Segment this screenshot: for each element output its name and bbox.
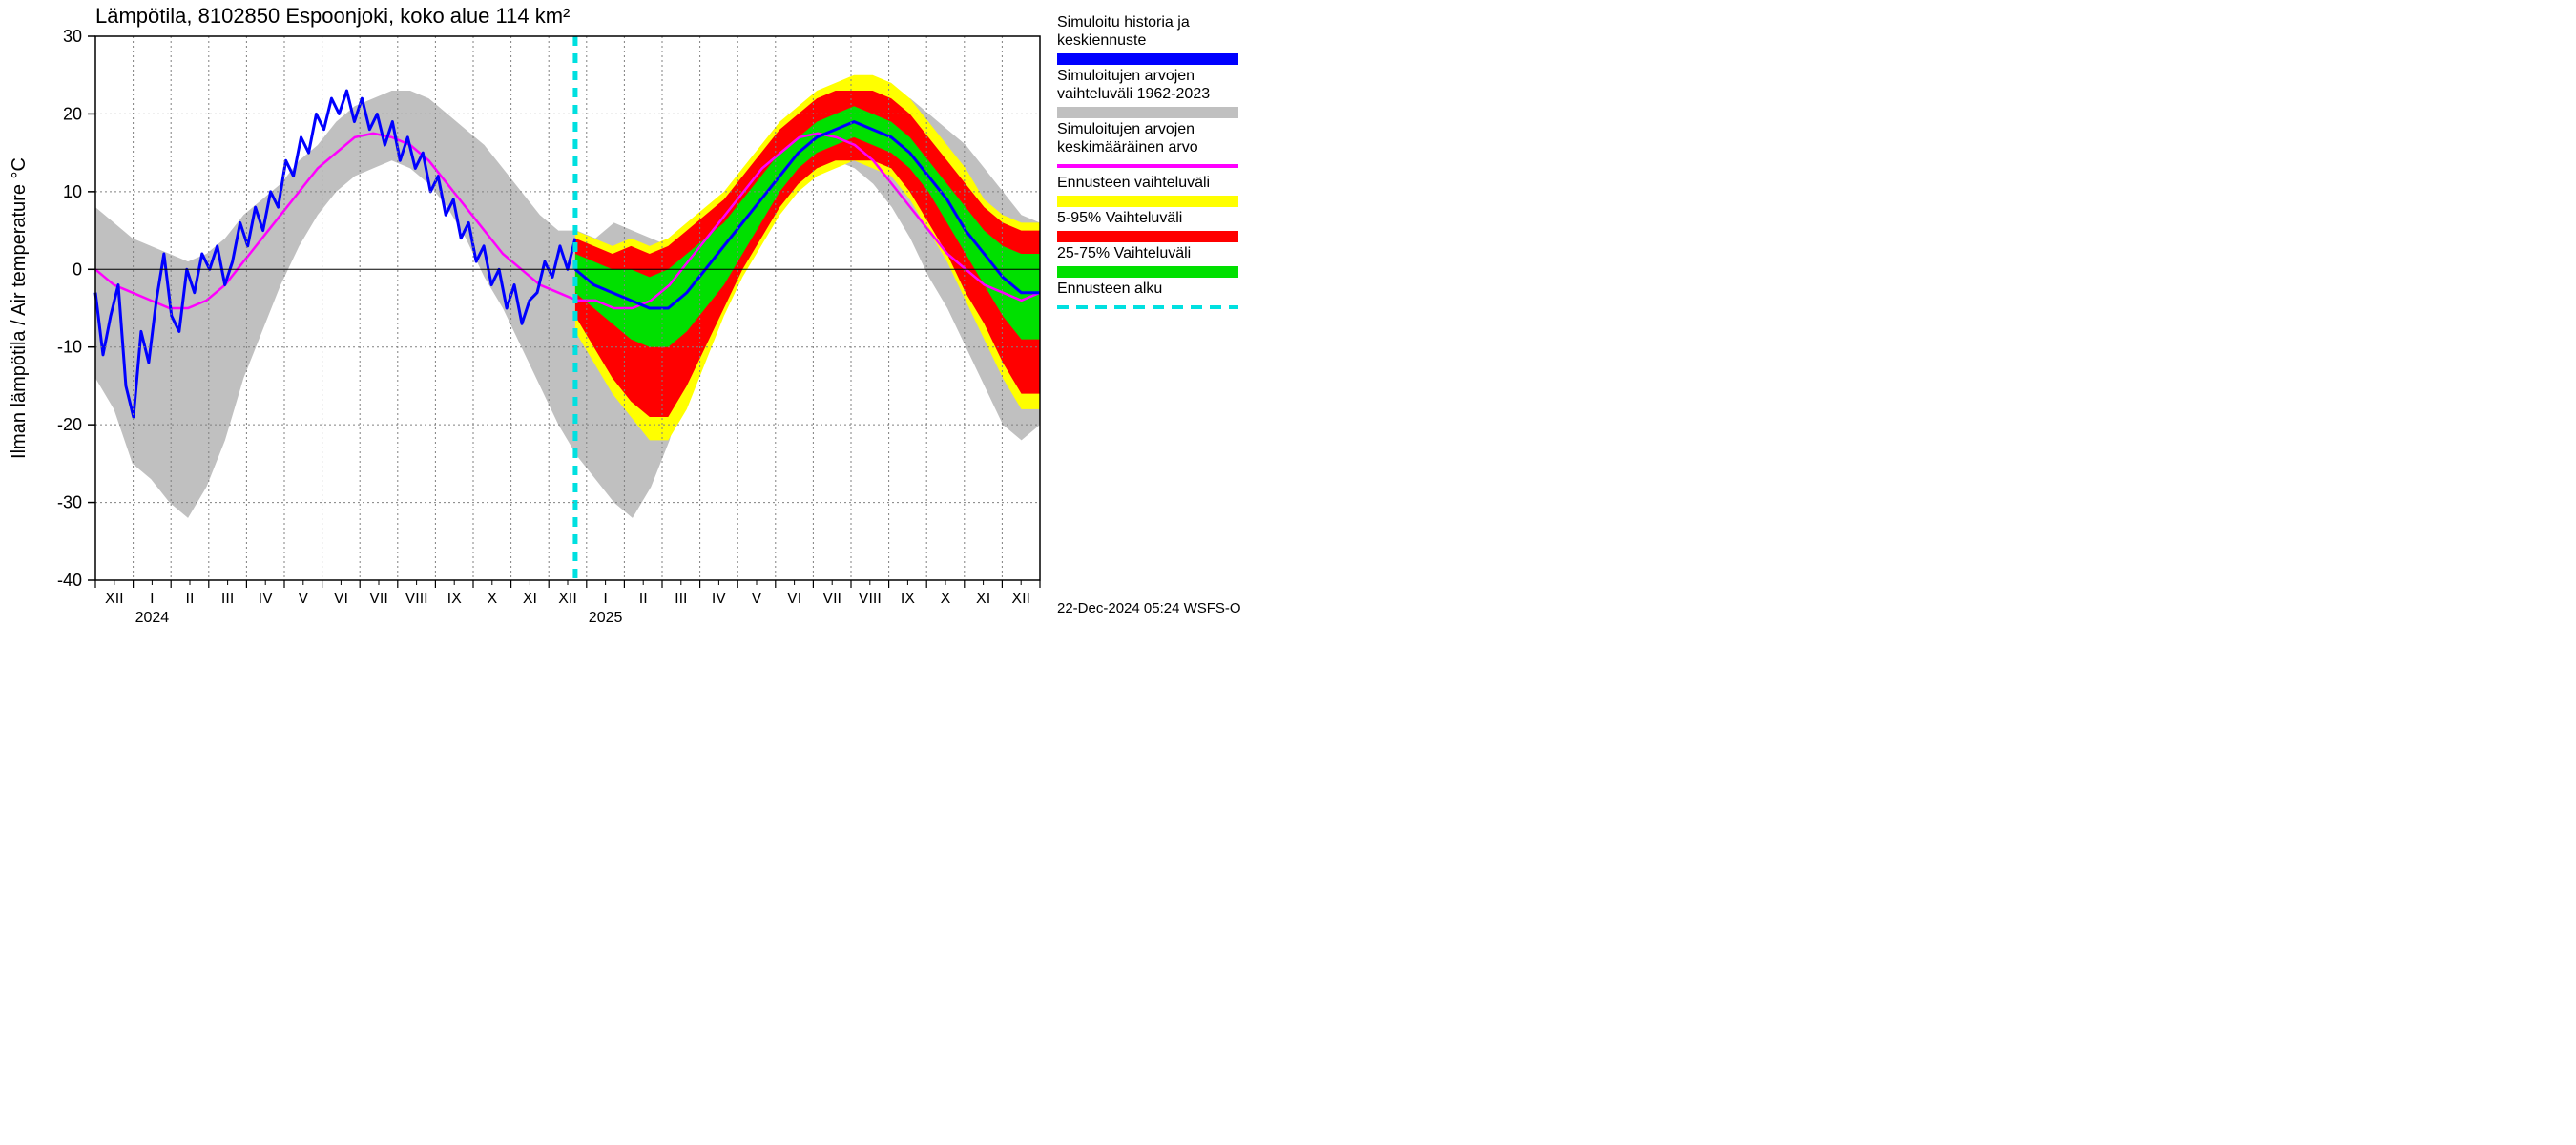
chart-footer: 22-Dec-2024 05:24 WSFS-O (1057, 600, 1241, 616)
legend-label: keskiennuste (1057, 32, 1146, 49)
y-tick-label: 0 (73, 260, 82, 279)
y-axis-label: Ilman lämpötila / Air temperature °C (9, 157, 30, 459)
x-month-label: IX (901, 591, 915, 607)
x-month-label: VIII (405, 591, 428, 607)
x-month-label: XII (105, 591, 124, 607)
x-month-label: VIII (859, 591, 882, 607)
x-month-label: XI (523, 591, 537, 607)
legend-label: Simuloitujen arvojen (1057, 121, 1195, 137)
legend-label: Ennusteen alku (1057, 281, 1162, 297)
x-month-label: X (941, 591, 951, 607)
x-month-label: VII (822, 591, 841, 607)
y-tick-label: -30 (57, 493, 82, 512)
y-tick-label: 20 (63, 104, 82, 123)
x-month-label: V (752, 591, 762, 607)
x-month-label: V (298, 591, 308, 607)
temperature-chart: -40-30-20-100102030XIIIIIIIIIVVVIVIIVIII… (0, 0, 1431, 636)
x-month-label: IV (712, 591, 726, 607)
legend-label: 25-75% Vaihteluväli (1057, 245, 1191, 261)
x-year-label: 2024 (135, 610, 170, 626)
x-month-label: IX (447, 591, 462, 607)
x-month-label: III (221, 591, 234, 607)
x-month-label: I (150, 591, 154, 607)
legend-label: Simuloitujen arvojen (1057, 68, 1195, 84)
x-month-label: III (675, 591, 687, 607)
x-month-label: I (603, 591, 607, 607)
x-month-label: XI (976, 591, 990, 607)
x-month-label: II (639, 591, 648, 607)
legend-label: Ennusteen vaihteluväli (1057, 175, 1210, 191)
y-tick-label: -20 (57, 415, 82, 434)
y-tick-label: 30 (63, 27, 82, 46)
x-month-label: II (186, 591, 195, 607)
x-month-label: XII (558, 591, 577, 607)
x-month-label: IV (259, 591, 273, 607)
legend-label: keskimääräinen arvo (1057, 139, 1198, 156)
x-year-label: 2025 (589, 610, 623, 626)
x-month-label: VI (334, 591, 348, 607)
legend-label: Simuloitu historia ja (1057, 14, 1190, 31)
y-tick-label: -10 (57, 338, 82, 357)
x-month-label: VII (369, 591, 388, 607)
legend-label: 5-95% Vaihteluväli (1057, 210, 1182, 226)
chart-title: Lämpötila, 8102850 Espoonjoki, koko alue… (95, 4, 570, 28)
x-month-label: X (487, 591, 497, 607)
y-tick-label: -40 (57, 571, 82, 590)
x-month-label: VI (787, 591, 801, 607)
x-month-label: XII (1011, 591, 1030, 607)
legend-label: vaihteluväli 1962-2023 (1057, 86, 1210, 102)
y-tick-label: 10 (63, 182, 82, 201)
chart-svg: -40-30-20-100102030XIIIIIIIIIVVVIVIIVIII… (0, 0, 1431, 636)
